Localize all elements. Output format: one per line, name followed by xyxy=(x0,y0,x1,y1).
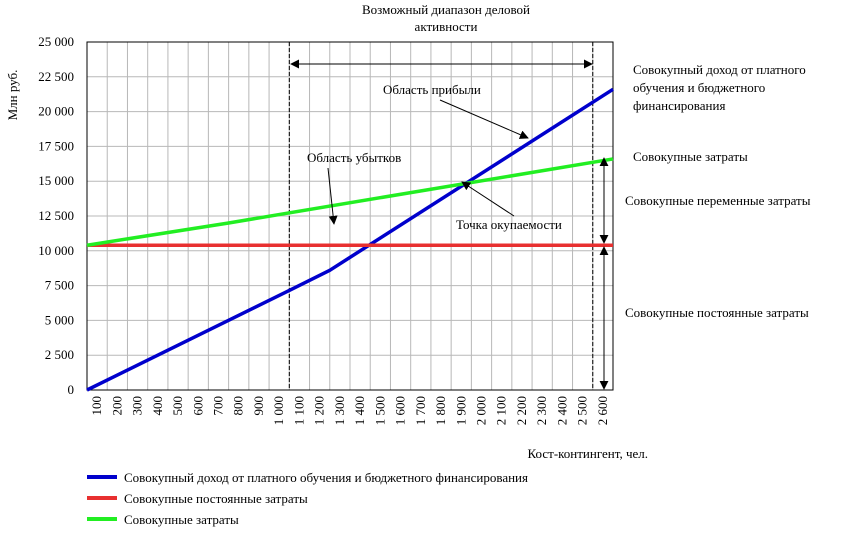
x-axis-label: Кост-контингент, чел. xyxy=(528,446,648,461)
x-tick-label: 1 700 xyxy=(413,396,428,425)
legend-label-income: Совокупный доход от платного обучения и … xyxy=(124,470,528,485)
profit-arrow xyxy=(439,99,529,139)
breakeven-label: Точка окупаемости xyxy=(456,217,562,232)
profit-area-label: Область прибыли xyxy=(383,82,481,97)
x-tick-label: 400 xyxy=(150,396,165,416)
y-tick-label: 12 500 xyxy=(38,208,74,223)
x-tick-label: 1 400 xyxy=(352,396,367,425)
y-axis-tick-labels: 0 2 500 5 000 7 500 10 000 12 500 15 000 17 500… xyxy=(38,34,74,397)
y-tick-label: 20 000 xyxy=(38,104,74,119)
x-tick-label: 500 xyxy=(170,396,185,416)
y-axis-label: Млн руб. xyxy=(5,70,20,121)
x-tick-label: 300 xyxy=(130,396,145,416)
x-tick-label: 2 600 xyxy=(595,396,610,425)
loss-area-label: Область убытков xyxy=(307,150,401,165)
right-label-total-costs: Совокупные затраты xyxy=(633,149,748,164)
y-tick-label: 22 500 xyxy=(38,69,74,84)
x-tick-label: 2 200 xyxy=(514,396,529,425)
y-tick-label: 7 500 xyxy=(45,278,74,293)
x-tick-label: 2 300 xyxy=(534,396,549,425)
x-tick-label: 100 xyxy=(89,396,104,416)
x-tick-label: 1 800 xyxy=(433,396,448,425)
y-tick-label: 25 000 xyxy=(38,34,74,49)
x-tick-label: 900 xyxy=(251,396,266,416)
right-label-income-line3: финансирования xyxy=(633,98,725,113)
x-tick-label: 200 xyxy=(109,396,124,416)
activity-range-lines xyxy=(288,42,594,390)
y-tick-label: 10 000 xyxy=(38,243,74,258)
breakeven-arrow xyxy=(461,181,515,217)
y-tick-label: 15 000 xyxy=(38,173,74,188)
x-tick-label: 2 400 xyxy=(554,396,569,425)
x-tick-label: 1 500 xyxy=(372,396,387,425)
series-line-2 xyxy=(86,157,614,247)
y-tick-label: 5 000 xyxy=(45,312,74,327)
x-tick-label: 1 600 xyxy=(393,396,408,425)
legend-label-total: Совокупные затраты xyxy=(124,512,239,527)
series-lines xyxy=(86,87,614,392)
x-tick-label: 2 000 xyxy=(474,396,489,425)
x-tick-label: 1 100 xyxy=(291,396,306,425)
x-tick-label: 700 xyxy=(211,396,226,416)
x-tick-label: 2 500 xyxy=(575,396,590,425)
legend: Совокупный доход от платного обучения и … xyxy=(87,470,528,527)
x-tick-label: 2 100 xyxy=(494,396,509,425)
plot-grid xyxy=(87,42,613,390)
x-axis-tick-labels: 100 200 300 400 500 600 700 800 900 1 000 1 100 1 2… xyxy=(89,396,610,425)
x-tick-label: 800 xyxy=(231,396,246,416)
y-tick-label: 0 xyxy=(68,382,75,397)
x-tick-label: 600 xyxy=(190,396,205,416)
right-label-income-line2: обучения и бюджетного xyxy=(633,80,765,95)
x-tick-label: 1 000 xyxy=(271,396,286,425)
loss-arrow xyxy=(327,167,338,225)
plot-area-border xyxy=(86,41,614,391)
range-title-line1: Возможный диапазон деловой xyxy=(362,2,530,17)
right-label-variable-costs: Совокупные переменные затраты xyxy=(625,193,811,208)
range-title-line2: активности xyxy=(415,19,478,34)
legend-label-fixed: Совокупные постоянные затраты xyxy=(124,491,308,506)
y-tick-label: 2 500 xyxy=(45,347,74,362)
x-tick-label: 1 200 xyxy=(312,396,327,425)
right-label-fixed-costs: Совокупные постоянные затраты xyxy=(625,305,809,320)
y-tick-label: 17 500 xyxy=(38,138,74,153)
x-tick-label: 1 900 xyxy=(453,396,468,425)
right-label-income-line1: Совокупный доход от платного xyxy=(633,62,806,77)
x-tick-label: 1 300 xyxy=(332,396,347,425)
series-line-0 xyxy=(86,87,614,392)
